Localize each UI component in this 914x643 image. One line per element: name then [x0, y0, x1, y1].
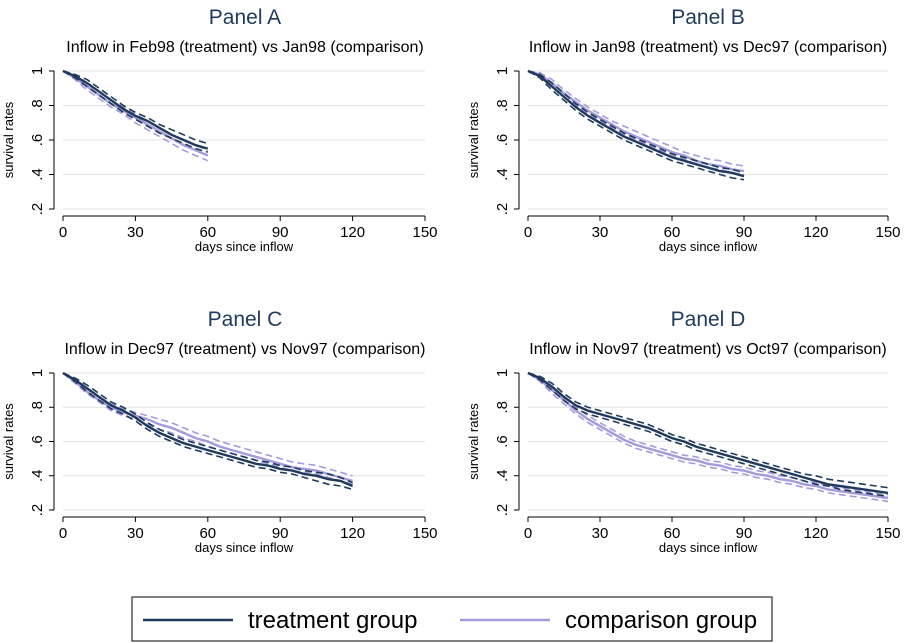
x-axis-label: days since inflow	[195, 239, 294, 254]
x-tick-label: 30	[592, 224, 609, 241]
x-tick-label: 150	[875, 224, 900, 241]
y-axis-label: survival rates	[466, 101, 481, 178]
series-treatment-ci-upper	[62, 70, 209, 145]
x-tick-label: 0	[524, 224, 532, 241]
y-tick-label: .8	[494, 99, 511, 112]
series-treatment-ci-upper	[62, 372, 353, 484]
y-tick-label: .8	[29, 401, 46, 414]
series-treatment-ci-lower	[527, 372, 889, 498]
y-tick-label: .2	[494, 203, 511, 216]
x-tick-label: 60	[664, 525, 681, 542]
panel-title: Panel B	[671, 6, 745, 29]
panel-c: Panel C Inflow in Dec97 (treatment) vs No…	[1, 308, 438, 555]
x-tick-label: 150	[412, 224, 437, 241]
series-treatment-line	[62, 371, 354, 488]
y-tick-label: .6	[494, 134, 511, 147]
legend-label-comparison: comparison group	[565, 607, 757, 634]
panel-subtitle: Inflow in Feb98 (treatment) vs Jan98 (co…	[66, 39, 423, 56]
x-axis-label: days since inflow	[659, 540, 758, 555]
x-tick-label: 90	[736, 525, 753, 542]
x-tick-label: 120	[340, 224, 365, 241]
y-axis-label: survival rates	[1, 101, 16, 178]
series-treatment-line	[527, 371, 889, 495]
y-tick-label: .6	[29, 134, 46, 147]
series-comparison-line	[527, 371, 889, 500]
panel-subtitle: Inflow in Dec97 (treatment) vs Nov97 (co…	[64, 341, 425, 358]
legend-box	[131, 596, 773, 642]
x-tick-label: 150	[412, 525, 437, 542]
x-tick-label: 150	[875, 525, 900, 542]
series-comparison-line	[62, 372, 353, 483]
x-tick-label: 120	[803, 525, 828, 542]
x-tick-label: 30	[592, 525, 609, 542]
y-tick-label: .2	[494, 504, 511, 517]
y-axis-label: survival rates	[466, 403, 481, 480]
series-treatment-ci-lower	[62, 70, 209, 153]
panel-title: Panel A	[209, 6, 281, 29]
y-tick-label: .6	[494, 435, 511, 448]
y-tick-label: .4	[494, 469, 511, 482]
x-tick-label: 0	[59, 525, 67, 542]
x-tick-label: 90	[272, 525, 289, 542]
y-tick-label: .4	[29, 469, 46, 482]
panel-title: Panel D	[671, 308, 746, 331]
x-tick-label: 120	[340, 525, 365, 542]
y-tick-label: .4	[494, 168, 511, 181]
x-tick-label: 0	[524, 525, 532, 542]
panel-subtitle: Inflow in Jan98 (treatment) vs Dec97 (co…	[529, 39, 887, 56]
panel-d: Panel D Inflow in Nov97 (treatment) vs Oc…	[466, 308, 901, 555]
series-comparison-ci-lower	[527, 372, 889, 503]
series-comparison-ci-upper	[62, 372, 353, 477]
series-comparison-ci-upper	[527, 372, 889, 496]
y-tick-label: 1	[494, 67, 511, 75]
series-treatment-ci-upper	[527, 70, 745, 174]
panels: Panel A Inflow in Feb98 (treatment) vs Ja…	[1, 6, 901, 555]
x-tick-label: 30	[127, 224, 144, 241]
x-tick-label: 90	[736, 224, 753, 241]
series-comparison-ci-lower	[62, 70, 209, 162]
y-tick-label: 1	[494, 369, 511, 377]
series-treatment-ci-upper	[527, 372, 889, 489]
y-tick-label: .2	[29, 504, 46, 517]
y-tick-label: .8	[29, 99, 46, 112]
x-tick-label: 0	[59, 224, 67, 241]
series-treatment-ci-lower	[527, 70, 745, 181]
y-tick-label: .8	[494, 401, 511, 414]
y-tick-label: 1	[29, 67, 46, 75]
series-comparison-line	[62, 69, 209, 157]
panel-title: Panel C	[208, 308, 283, 331]
x-axis-label: days since inflow	[195, 540, 294, 555]
y-tick-label: .4	[29, 168, 46, 181]
x-tick-label: 60	[199, 525, 216, 542]
x-tick-label: 30	[127, 525, 144, 542]
y-axis-label: survival rates	[1, 403, 16, 480]
x-axis-label: days since inflow	[659, 239, 758, 254]
x-tick-label: 120	[803, 224, 828, 241]
series-treatment-ci-lower	[62, 372, 353, 491]
y-tick-label: .6	[29, 435, 46, 448]
panel-subtitle: Inflow in Nov97 (treatment) vs Oct97 (co…	[529, 341, 886, 358]
y-tick-label: 1	[29, 369, 46, 377]
legend: treatment group comparison group	[131, 596, 773, 642]
panel-a: Panel A Inflow in Feb98 (treatment) vs Ja…	[1, 6, 438, 254]
panel-b: Panel B Inflow in Jan98 (treatment) vs De…	[466, 6, 901, 254]
x-tick-label: 60	[199, 224, 216, 241]
series-comparison-ci-upper	[527, 70, 745, 167]
series-treatment-line	[62, 69, 209, 150]
series-treatment-line	[527, 69, 745, 178]
x-tick-label: 90	[272, 224, 289, 241]
x-tick-label: 60	[664, 224, 681, 241]
legend-label-treatment: treatment group	[248, 607, 417, 634]
y-tick-label: .2	[29, 203, 46, 216]
series-comparison-ci-lower	[62, 372, 353, 486]
